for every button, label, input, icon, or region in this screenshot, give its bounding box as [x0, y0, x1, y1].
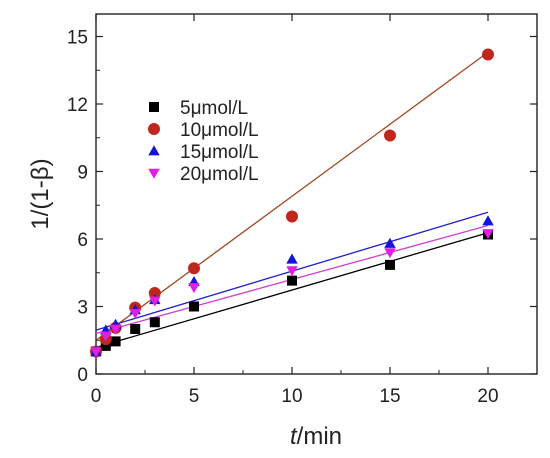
data-point [129, 308, 141, 319]
y-tick-label: 12 [67, 95, 88, 116]
data-point [286, 253, 298, 264]
y-tick-label: 15 [67, 28, 88, 49]
data-point [189, 301, 199, 312]
y-tick-label: 9 [77, 163, 88, 184]
data-point [130, 324, 141, 334]
legend-label: 10μmol/L [180, 120, 259, 141]
data-point [110, 336, 121, 347]
y-tick-label: 0 [77, 365, 88, 386]
data-point [100, 331, 112, 342]
x-tick-label: 5 [189, 386, 200, 407]
data-point [100, 340, 111, 351]
x-tick-label: 0 [91, 386, 102, 407]
data-point [384, 129, 396, 142]
data-markers [90, 48, 494, 358]
data-point [149, 317, 160, 328]
legend-marker [148, 168, 160, 179]
plot-frame [95, 13, 538, 375]
x-axis-title-variable: t [290, 423, 298, 450]
data-point [287, 275, 297, 286]
data-point [188, 283, 200, 294]
data-point [188, 262, 200, 275]
plot-border [95, 13, 538, 375]
legend-label: 15μmol/L [180, 142, 259, 163]
legend-marker [149, 102, 159, 112]
x-axis-title-unit: /min [297, 423, 342, 450]
data-point [482, 215, 494, 226]
data-point [149, 296, 161, 307]
x-tick-label: 20 [477, 386, 498, 407]
legend-label: 20μmol/L [180, 164, 259, 185]
data-point [109, 324, 122, 335]
data-point [148, 287, 161, 299]
data-point [482, 48, 494, 61]
data-point [482, 229, 494, 240]
y-tick-label: 6 [77, 230, 88, 251]
legend-marker [148, 145, 160, 156]
legend-marker [148, 123, 160, 135]
fit-line [95, 232, 489, 349]
data-point [385, 259, 395, 270]
axis-ticks: 0 5 10 15 20 0 3 6 9 12 15 [67, 14, 537, 407]
data-point [286, 210, 298, 223]
data-point [384, 237, 396, 248]
y-axis-title: 1/(1-β) [27, 158, 54, 229]
data-point [286, 266, 298, 277]
data-point [384, 248, 396, 259]
data-point [90, 347, 102, 358]
x-tick-label: 15 [379, 386, 400, 407]
x-tick-label: 10 [281, 386, 302, 407]
legend-label: 5μmol/L [180, 98, 248, 119]
fit-line [95, 51, 489, 341]
x-axis-title: t/min [290, 423, 342, 450]
y-tick-label: 3 [77, 298, 88, 319]
